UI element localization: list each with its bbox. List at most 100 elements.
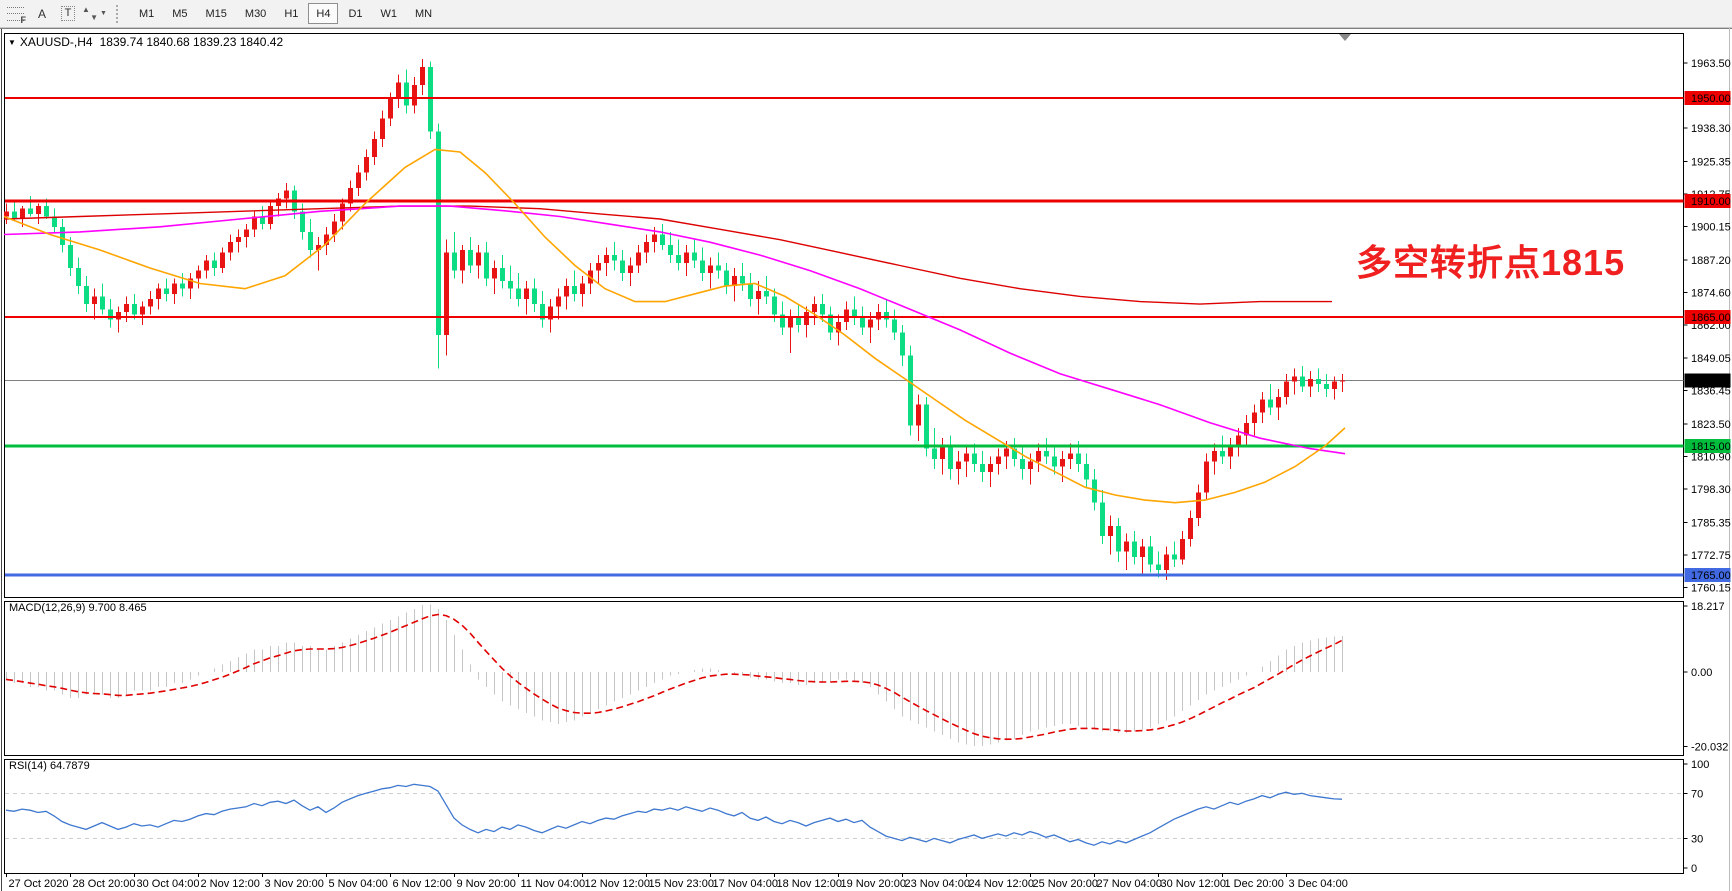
time-axis-label: 2 Nov 12:00 [201, 878, 260, 890]
candle-body [380, 118, 385, 140]
rsi-pane[interactable] [4, 759, 1684, 874]
candle-body [508, 280, 513, 289]
candle-body [92, 296, 97, 305]
price-tick-label: 1785.35 [1691, 517, 1731, 529]
toolbar: F A T ▲ ▼ ▼ M1 M5 M15 M30 H1 H4 D1 W1 MN [0, 0, 1732, 28]
annotation[interactable]: 多空转折点1815 [1356, 242, 1626, 283]
candle-body [172, 283, 177, 294]
candle-body [324, 234, 329, 245]
candle-body [348, 188, 353, 204]
candle-body [660, 234, 665, 245]
price-tick-label: 1963.50 [1691, 58, 1731, 70]
chevron-down-icon[interactable]: ▼ [100, 10, 107, 17]
timeframe-m5[interactable]: M5 [172, 7, 188, 20]
candle-body [1108, 525, 1113, 537]
rsi-axis-label: 30 [1691, 833, 1703, 845]
candle-body [148, 298, 153, 307]
slow-ma [3, 205, 1332, 305]
price-tick-label: 1836.45 [1691, 386, 1731, 398]
candle-body [196, 270, 201, 279]
candle-body [1220, 451, 1225, 457]
candle-body [132, 304, 137, 315]
candle-body [724, 270, 729, 287]
candle-body [1188, 518, 1193, 539]
candle-body [852, 309, 857, 318]
candle-body [572, 286, 577, 294]
candle-body [268, 206, 273, 225]
time-axis-label: 12 Nov 12:00 [585, 878, 650, 890]
price-tick-label: 1760.15 [1691, 582, 1731, 594]
candle-body [1060, 458, 1065, 467]
macd-indicator-label: MACD(12,26,9) 9.700 8.465 [9, 602, 147, 614]
timeframe-w1[interactable]: W1 [380, 7, 398, 20]
candle-body [860, 317, 865, 328]
timeframe-h4[interactable]: H4 [308, 3, 339, 24]
time-axis-label: 30 Oct 04:00 [137, 878, 200, 890]
mid-ma [3, 205, 1346, 455]
price-tick-label: 1810.90 [1691, 452, 1731, 464]
timeframe-m1[interactable]: M1 [138, 7, 155, 20]
timeframe-d1[interactable]: D1 [348, 7, 363, 20]
arrows-tool-button[interactable]: ▲ ▼ ▼ [82, 3, 107, 24]
rsi-line [5, 783, 1343, 846]
candle-body [692, 252, 697, 261]
candle-body [980, 464, 985, 472]
candle-body [340, 203, 345, 222]
chart-menu-arrow-icon[interactable]: ▼ [8, 38, 16, 47]
candle-body [500, 268, 505, 281]
candle-body [812, 304, 817, 312]
candle-body [260, 216, 265, 225]
candle-body [180, 283, 185, 289]
time-axis-label: 1 Dec 20:00 [1225, 878, 1284, 890]
price-tick-label: 1772.75 [1691, 550, 1731, 562]
candle-body [460, 249, 465, 271]
candle-body [36, 206, 41, 214]
candle-body [892, 319, 897, 333]
price-tick-label: 1874.60 [1691, 287, 1731, 299]
time-axis-label: 6 Nov 12:00 [393, 878, 452, 890]
chart-shift-marker-icon[interactable] [1339, 34, 1351, 41]
candle-body [228, 242, 233, 253]
rsi-axis-label: 0 [1691, 863, 1697, 875]
candle-body [28, 208, 33, 214]
candle-body [1156, 564, 1161, 570]
candle-body [236, 237, 241, 243]
candle-body [284, 190, 289, 199]
fibonacci-icon: F [7, 6, 26, 25]
macd-pane[interactable] [4, 601, 1684, 756]
candle-body [1308, 378, 1313, 387]
fast-ma [3, 148, 1346, 504]
timeframe-h1[interactable]: H1 [284, 7, 299, 20]
timeframe-m30[interactable]: M30 [244, 7, 267, 20]
candle-body [484, 252, 489, 279]
candle-body [316, 244, 321, 250]
candle-body [820, 304, 825, 315]
candle-body [476, 252, 481, 266]
candle-body [900, 332, 905, 356]
candle-body [868, 319, 873, 328]
candle-body [596, 262, 601, 271]
candle-body [436, 131, 441, 336]
toolbar-drag-handle[interactable] [115, 4, 125, 23]
candle-body [20, 208, 25, 220]
candle-body [332, 221, 337, 235]
candle-body [1228, 445, 1233, 457]
candle-body [644, 242, 649, 253]
text-label-tool-button[interactable]: T [56, 3, 80, 24]
price-tick-label: 1823.50 [1691, 419, 1731, 431]
candle-body [1004, 448, 1009, 457]
timeframe-mn[interactable]: MN [415, 7, 433, 20]
candle-body [788, 317, 793, 328]
candle-body [108, 309, 113, 320]
fibonacci-tool-button[interactable]: F [1, 3, 28, 25]
candle-body [164, 288, 169, 294]
text-tool-button[interactable]: A [30, 3, 54, 24]
candle-body [68, 244, 73, 269]
candle-body [884, 311, 889, 320]
time-axis-label: 11 Nov 04:00 [521, 878, 586, 890]
candle-body [652, 234, 657, 243]
timeframe-m15[interactable]: M15 [205, 7, 227, 20]
candle-body [1052, 456, 1057, 467]
price-tag-1815 [1684, 438, 1731, 453]
